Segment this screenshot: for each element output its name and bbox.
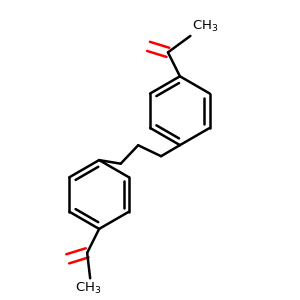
Text: CH$_3$: CH$_3$ xyxy=(192,19,218,34)
Text: CH$_3$: CH$_3$ xyxy=(75,281,102,296)
